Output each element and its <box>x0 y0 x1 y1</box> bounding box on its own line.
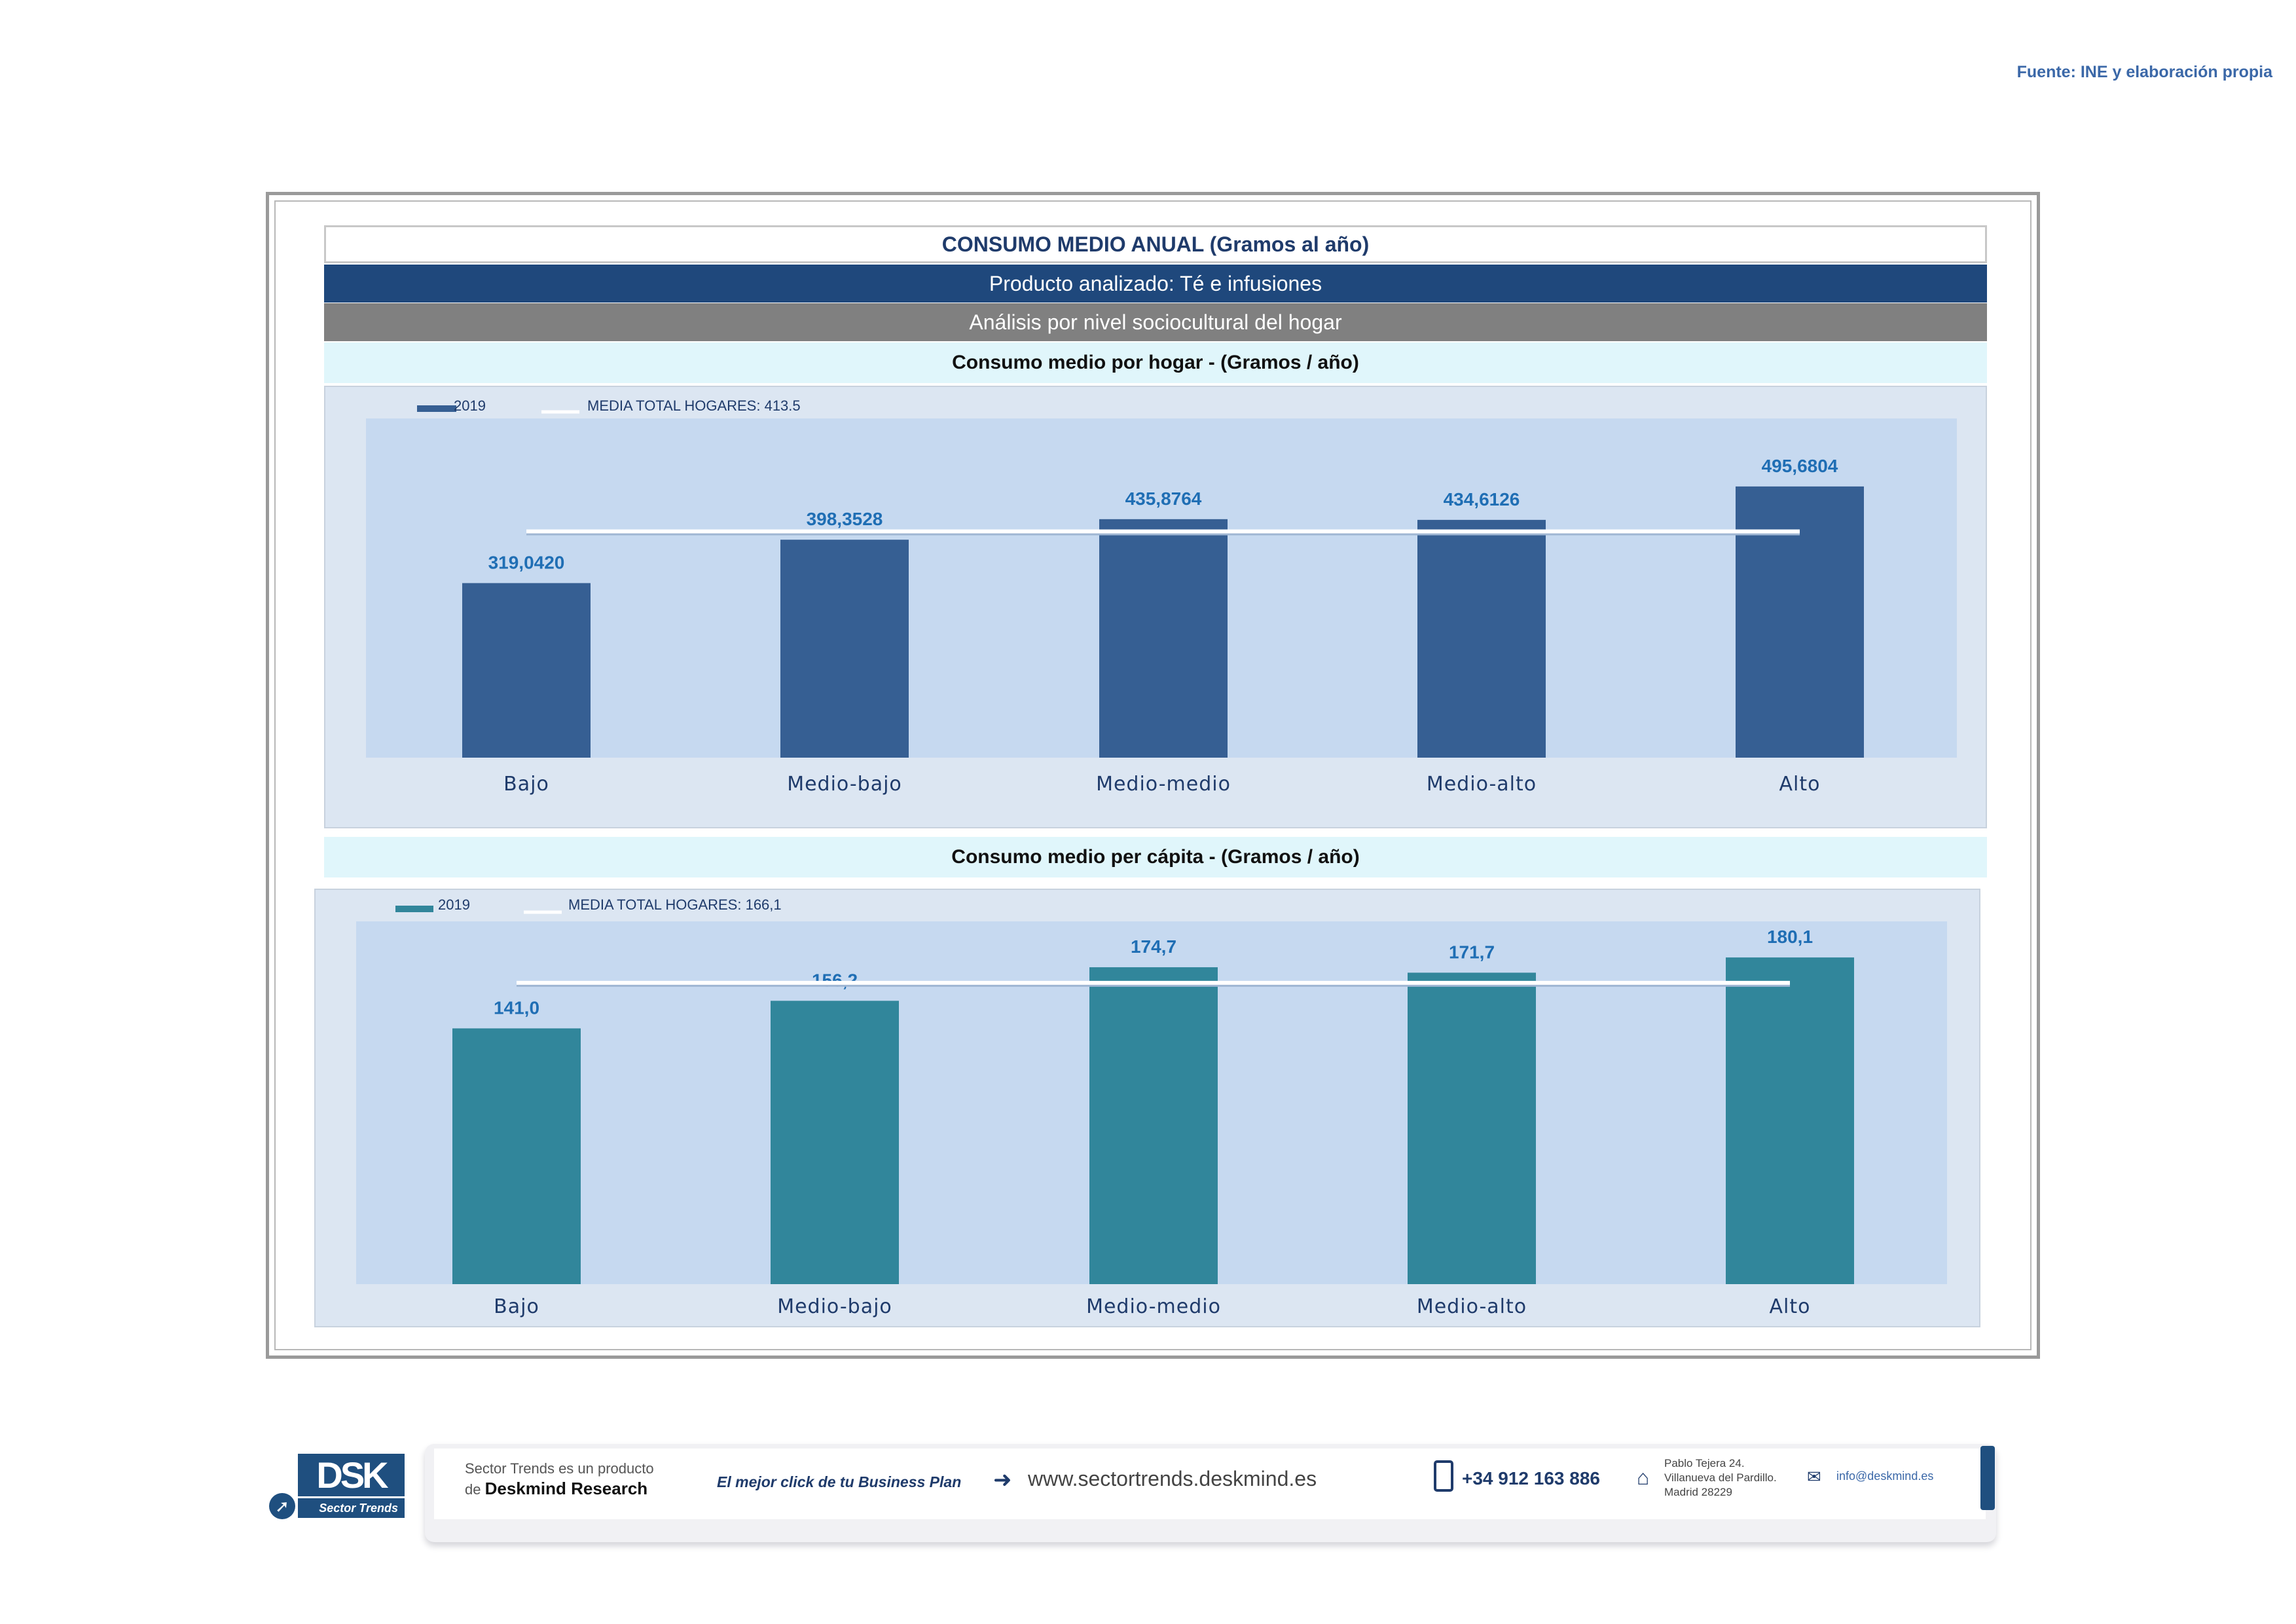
percapita-category-label-3: Medio-alto <box>1417 1295 1527 1318</box>
percapita-legend-reference: MEDIA TOTAL HOGARES: 166,1 <box>568 896 782 913</box>
percapita-value-label-3: 171,7 <box>1449 942 1495 962</box>
brand-name: Deskmind Research <box>484 1479 648 1498</box>
hogar-bar-1 <box>780 540 909 758</box>
section-title-percapita: Consumo medio per cápita - (Gramos / año… <box>324 837 1987 877</box>
footer-banner-body <box>434 1449 1986 1519</box>
chart-hogar-svg: 2019 MEDIA TOTAL HOGARES: 413.5 319,0420 Ba… <box>366 397 1957 796</box>
product-banner: Producto analizado: Té e infusiones <box>324 265 1987 303</box>
percapita-bar-4 <box>1726 957 1854 1284</box>
hogar-bar-4 <box>1736 486 1864 758</box>
logo-subtitle: Sector Trends <box>298 1498 405 1518</box>
hogar-legend-series: 2019 <box>454 397 486 414</box>
address-line-1: Pablo Tejera 24. <box>1664 1457 1745 1469</box>
percapita-bar-2 <box>1089 967 1218 1284</box>
percapita-category-label-4: Alto <box>1770 1295 1811 1318</box>
home-icon: ⌂ <box>1637 1466 1650 1489</box>
phone-icon <box>1434 1460 1453 1492</box>
hogar-value-label-2: 435,8764 <box>1125 489 1202 509</box>
hogar-value-label-1: 398,3528 <box>807 509 883 529</box>
product-line-2-prefix: de <box>465 1481 485 1498</box>
hogar-bar-3 <box>1417 519 1546 758</box>
percapita-category-label-1: Medio-bajo <box>777 1295 892 1318</box>
address-line-3: Madrid 28229 <box>1664 1486 1732 1498</box>
footer: ➚ DSK Sector Trends Sector Trends es un … <box>265 1428 2033 1559</box>
hogar-category-label-3: Medio-alto <box>1427 773 1537 796</box>
hogar-category-label-0: Bajo <box>503 773 549 796</box>
percapita-category-label-2: Medio-medio <box>1086 1295 1221 1318</box>
website-link[interactable]: www.sectortrends.deskmind.es <box>1028 1467 1317 1490</box>
report-title: CONSUMO MEDIO ANUAL (Gramos al año) <box>324 225 1987 263</box>
logo: DSK <box>298 1454 405 1496</box>
address-line-2: Villanueva del Pardillo. <box>1664 1471 1777 1484</box>
hogar-value-label-4: 495,6804 <box>1762 456 1838 476</box>
hogar-value-label-3: 434,6126 <box>1444 489 1520 509</box>
phone-number[interactable]: +34 912 163 886 <box>1462 1468 1600 1488</box>
footer-banner-accent <box>1980 1446 1995 1510</box>
report-frame-inner <box>274 200 2032 1350</box>
product-line-2: de Deskmind Research <box>465 1479 647 1499</box>
percapita-value-label-1: 156,2 <box>812 970 858 990</box>
email-link[interactable]: info@deskmind.es <box>1836 1469 1934 1483</box>
section-title-hogar: Consumo medio por hogar - (Gramos / año) <box>324 342 1987 383</box>
hogar-bar-0 <box>462 583 591 758</box>
mail-icon: ✉ <box>1807 1467 1821 1486</box>
hogar-value-label-0: 319,0420 <box>488 552 565 572</box>
percapita-value-label-2: 174,7 <box>1131 936 1176 957</box>
hogar-legend-swatch <box>417 405 456 412</box>
percapita-legend-series: 2019 <box>438 896 470 913</box>
hogar-bar-2 <box>1099 519 1228 758</box>
percapita-bar-0 <box>452 1028 581 1284</box>
percapita-bar-3 <box>1408 972 1536 1284</box>
chart-percapita-svg: 2019 MEDIA TOTAL HOGARES: 166,1 141,0 Bajo 1… <box>356 896 1947 1318</box>
chart-hogar: 2019 MEDIA TOTAL HOGARES: 413.5 319,0420 Ba… <box>324 386 1987 828</box>
slogan: El mejor click de tu Business Plan <box>717 1473 962 1490</box>
analysis-banner: Análisis por nivel sociocultural del hog… <box>324 303 1987 341</box>
chart-percapita: 2019 MEDIA TOTAL HOGARES: 166,1 141,0 Bajo 1… <box>314 889 1980 1327</box>
product-line-1: Sector Trends es un producto <box>465 1460 654 1477</box>
percapita-category-label-0: Bajo <box>494 1295 539 1318</box>
hogar-legend-reference: MEDIA TOTAL HOGARES: 413.5 <box>587 397 801 414</box>
percapita-bar-1 <box>771 1001 899 1284</box>
percapita-value-label-4: 180,1 <box>1767 927 1813 947</box>
logo-arrow-icon: ➚ <box>269 1493 295 1519</box>
login-arrow-icon: ➜ <box>993 1467 1012 1492</box>
percapita-legend-swatch <box>395 906 433 912</box>
hogar-category-label-2: Medio-medio <box>1096 773 1231 796</box>
source-note: Fuente: INE y elaboración propia <box>2016 63 2272 81</box>
hogar-category-label-1: Medio-bajo <box>787 773 902 796</box>
percapita-value-label-0: 141,0 <box>494 997 539 1018</box>
hogar-category-label-4: Alto <box>1779 773 1821 796</box>
